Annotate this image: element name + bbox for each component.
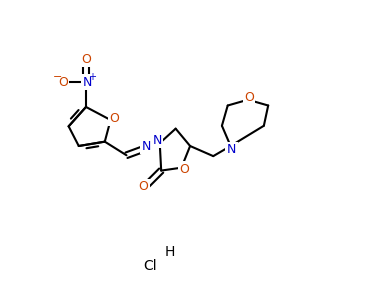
Text: N: N — [83, 76, 92, 89]
Text: H: H — [165, 245, 175, 259]
Text: −: − — [53, 72, 63, 82]
Text: +: + — [88, 72, 96, 82]
Text: O: O — [179, 163, 189, 175]
Text: O: O — [244, 91, 254, 104]
Text: N: N — [153, 134, 162, 147]
Text: O: O — [81, 53, 91, 66]
Text: O: O — [58, 76, 68, 89]
Text: O: O — [138, 180, 148, 193]
Text: N: N — [141, 140, 151, 153]
Text: Cl: Cl — [143, 259, 156, 273]
Text: O: O — [109, 112, 119, 125]
Text: N: N — [227, 143, 236, 156]
